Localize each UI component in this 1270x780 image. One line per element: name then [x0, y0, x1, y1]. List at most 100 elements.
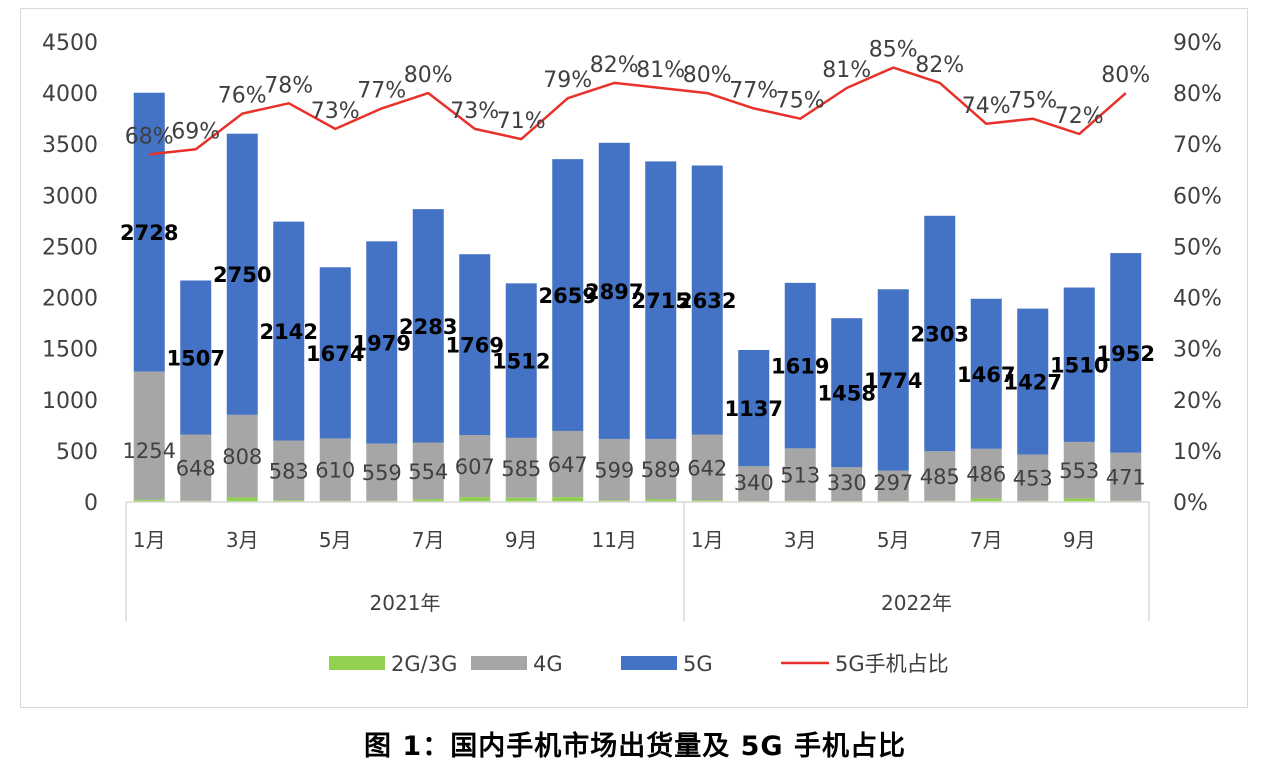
bar-4g	[133, 371, 165, 500]
data-labels: 1254 2728 68% 648 1507 69% 808 2750 76% 583 2142 78…	[120, 38, 1155, 495]
label-5g: 1979	[353, 331, 411, 355]
right-y-tick-label: 70%	[1173, 133, 1222, 158]
label-share: 77%	[357, 78, 406, 103]
bar-4g	[226, 414, 258, 498]
legend-label: 4G	[533, 652, 563, 676]
bar-2g-3g	[412, 499, 444, 502]
bar-4g	[1017, 454, 1049, 501]
bar-series	[133, 92, 1142, 502]
label-4g: 599	[594, 459, 634, 483]
right-y-tick-label: 90%	[1173, 31, 1222, 56]
bar-2g-3g	[552, 497, 584, 502]
x-tick-label: 1月	[133, 528, 166, 552]
bar-4g	[598, 438, 630, 501]
label-share: 71%	[497, 109, 546, 134]
bar-5g	[924, 215, 956, 452]
bar-5g	[319, 267, 351, 439]
left-y-tick-label: 2000	[42, 287, 98, 312]
label-5g: 2283	[399, 315, 457, 339]
x-tick-label: 9月	[1063, 528, 1096, 552]
label-share: 80%	[683, 63, 732, 88]
bar-4g	[412, 442, 444, 500]
label-4g: 330	[827, 471, 867, 495]
bar-5g	[226, 133, 258, 415]
bar-4g	[505, 437, 537, 498]
label-share: 79%	[543, 68, 592, 93]
label-4g: 610	[315, 459, 355, 483]
label-4g: 513	[780, 464, 820, 488]
bar-2g-3g	[598, 500, 630, 502]
bar-4g	[970, 448, 1002, 499]
label-5g: 2728	[120, 221, 178, 245]
bar-4g	[180, 434, 212, 501]
bar-5g	[552, 159, 584, 431]
label-4g: 589	[641, 458, 681, 482]
left-y-tick-label: 2500	[42, 235, 98, 260]
label-share: 76%	[218, 84, 267, 109]
label-4g: 585	[501, 457, 541, 481]
left-y-tick-label: 500	[56, 440, 98, 465]
left-y-tick-label: 0	[84, 491, 98, 516]
bar-5g	[133, 92, 165, 372]
bar-2g-3g	[133, 499, 165, 502]
right-y-tick-label: 30%	[1173, 338, 1222, 363]
label-share: 77%	[729, 78, 778, 103]
label-4g: 486	[966, 463, 1006, 487]
bar-2g-3g	[226, 497, 258, 502]
label-share: 78%	[264, 73, 313, 98]
right-y-tick-label: 80%	[1173, 82, 1222, 107]
bar-4g	[738, 466, 770, 501]
label-5g: 2715	[632, 289, 690, 313]
bar-5g	[784, 282, 816, 449]
label-4g: 583	[269, 459, 309, 483]
label-share: 82%	[915, 53, 964, 78]
label-share: 75%	[776, 89, 825, 114]
bar-5g	[505, 283, 537, 438]
bar-5g	[831, 318, 863, 468]
label-share: 69%	[171, 119, 220, 144]
right-y-tick-label: 40%	[1173, 287, 1222, 312]
left-y-tick-label: 3500	[42, 133, 98, 158]
bar-4g	[645, 438, 677, 500]
label-share: 81%	[636, 58, 685, 83]
right-y-tick-label: 0%	[1173, 491, 1208, 516]
left-y-tick-label: 4000	[42, 82, 98, 107]
bar-4g	[319, 438, 351, 501]
bar-5g	[412, 209, 444, 443]
label-4g: 648	[176, 457, 216, 481]
label-5g: 1512	[492, 350, 550, 374]
label-5g: 1467	[957, 363, 1015, 387]
left-y-tick-label: 1000	[42, 389, 98, 414]
label-share: 73%	[450, 99, 499, 124]
label-share: 75%	[1008, 89, 1057, 114]
x-tick-label: 1月	[691, 528, 724, 552]
label-4g: 554	[408, 460, 448, 484]
legend: 2G/3G 4G 5G 5G手机占比	[329, 652, 949, 676]
label-share: 74%	[962, 94, 1011, 119]
bar-4g	[784, 448, 816, 501]
right-y-tick-label: 60%	[1173, 184, 1222, 209]
bar-4g	[552, 430, 584, 498]
bar-2g-3g	[691, 500, 723, 502]
label-5g: 2142	[260, 320, 318, 344]
x-axis: 1月 3月 5月 7月 9月 11月 1月 3月 5月 7月 9月 2021年 2022年	[125, 501, 1150, 621]
bar-4g	[1110, 452, 1142, 501]
bar-5g	[877, 289, 909, 471]
legend-swatch	[621, 656, 677, 670]
label-4g: 1254	[123, 439, 176, 463]
label-5g: 2303	[911, 322, 969, 346]
legend-label: 5G	[683, 652, 713, 676]
bar-5g	[1063, 287, 1095, 442]
label-5g: 1674	[306, 342, 364, 366]
label-share: 73%	[311, 99, 360, 124]
label-5g: 1774	[864, 369, 922, 393]
bar-5g	[1110, 253, 1142, 453]
right-y-axis: 0% 10% 20% 30% 40% 50% 60% 70% 80% 90%	[1173, 31, 1222, 516]
x-tick-label: 7月	[970, 528, 1003, 552]
year-group-label: 2021年	[370, 591, 441, 615]
year-group-label: 2022年	[881, 591, 952, 615]
bar-2g-3g	[505, 497, 537, 502]
label-share: 80%	[404, 63, 453, 88]
bar-4g	[924, 451, 956, 501]
chart-frame: 0 500 1000 1500 2000 2500 3000 3500 4000 4500 0% 1…	[20, 8, 1248, 708]
